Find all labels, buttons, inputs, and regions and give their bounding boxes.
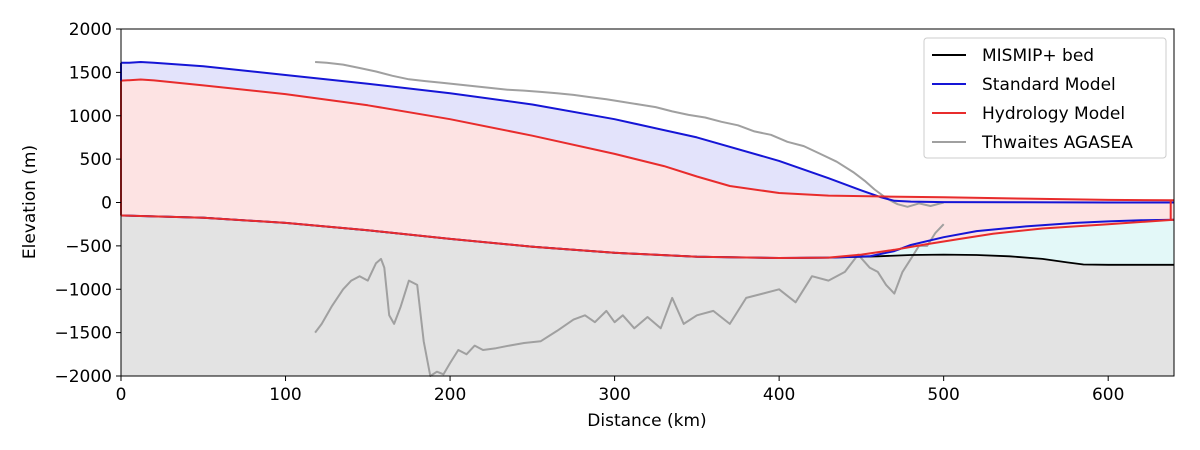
hydrology-model-fill (121, 79, 1174, 258)
y-tick-label: 500 (80, 150, 112, 170)
x-tick-label: 0 (116, 385, 127, 405)
y-tick-label: 1000 (69, 107, 112, 127)
legend-label: MISMIP+ bed (982, 46, 1094, 66)
x-axis-label: Distance (km) (587, 411, 706, 431)
y-tick-label: −2000 (54, 367, 112, 387)
x-tick-label: 300 (598, 385, 630, 405)
x-tick-label: 400 (763, 385, 795, 405)
thwaites-surface-line (315, 61, 944, 208)
y-tick-label: −1500 (54, 324, 112, 344)
ocean-fill (121, 215, 1174, 265)
legend-label: Thwaites AGASEA (981, 133, 1133, 153)
y-tick-label: 2000 (69, 20, 112, 40)
standard-surface-line (120, 61, 1174, 204)
axes: 0 100 200 300 400 500 600 −2000 −1500 −1000 −500 0 5… (54, 20, 1175, 405)
y-tick-label: −500 (65, 237, 112, 257)
legend-label: Hydrology Model (982, 104, 1125, 124)
x-tick-label: 500 (927, 385, 959, 405)
x-tick-label: 200 (434, 385, 466, 405)
hydrology-base-line (120, 214, 1175, 259)
legend: MISMIP+ bed Standard Model Hydrology Model… (923, 37, 1167, 159)
x-tick-label: 100 (269, 385, 301, 405)
y-axis-label: Elevation (m) (20, 145, 40, 259)
hydrology-surface-line (120, 78, 1175, 202)
y-tick-label: 1500 (69, 63, 112, 83)
y-tick-label: −1000 (54, 280, 112, 300)
legend-box (923, 37, 1167, 159)
legend-label: Standard Model (982, 75, 1116, 95)
x-tick-label: 600 (1092, 385, 1124, 405)
series-lines (120, 61, 1175, 377)
y-tick-label: 0 (101, 194, 112, 214)
